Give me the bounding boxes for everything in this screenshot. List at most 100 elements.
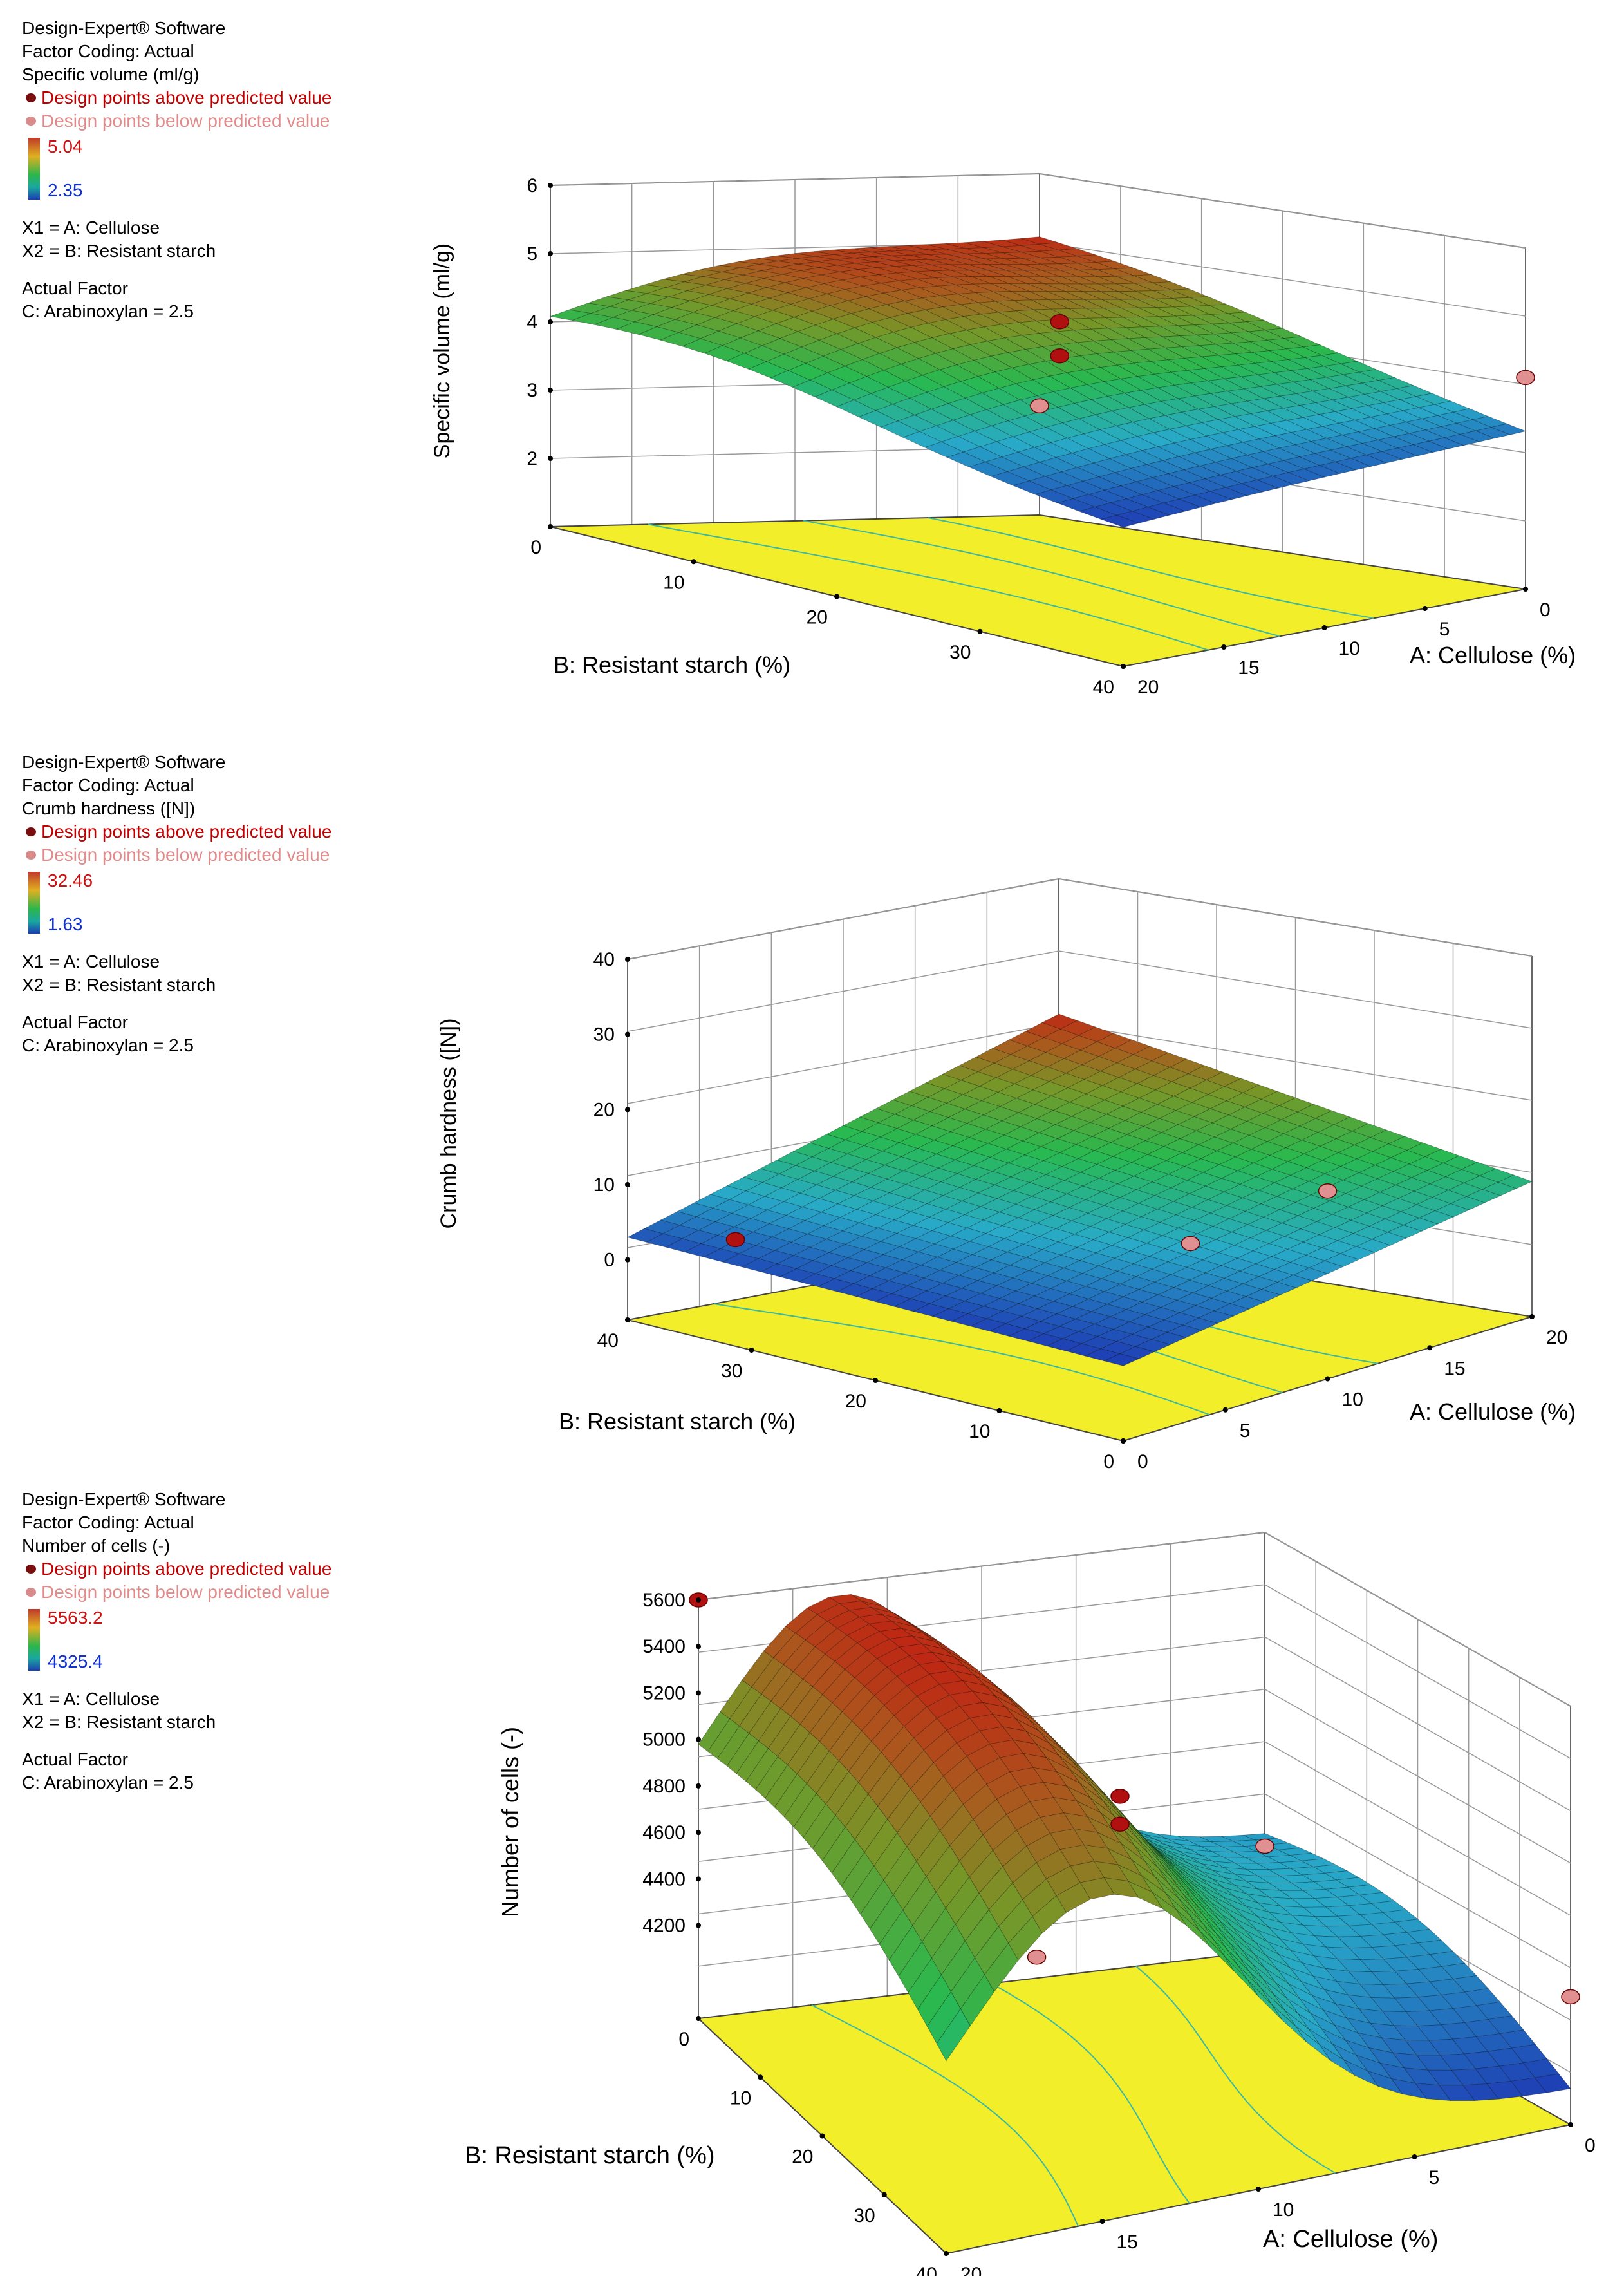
z-tick-mark — [548, 456, 553, 461]
z-tick-mark — [625, 1182, 630, 1187]
z-tick-label: 0 — [604, 1250, 615, 1271]
z-tick-label: 6 — [527, 175, 537, 196]
y-tick-label: 10 — [730, 2087, 751, 2109]
design-point-above — [1110, 1789, 1130, 1804]
surface-facet — [1147, 502, 1186, 516]
z-tick-mark — [625, 1031, 630, 1037]
y-tick-label: 30 — [949, 642, 971, 663]
x-tick-label: 0 — [1540, 599, 1551, 621]
design-point-above — [1110, 1816, 1130, 1832]
actual-factor: C: Arabinoxylan = 2.5 — [22, 1035, 194, 1055]
design-point-above — [725, 1232, 745, 1248]
dot-above-icon — [26, 827, 36, 836]
y-tick-label: 30 — [854, 2205, 875, 2226]
floor-contour-line — [713, 1303, 1210, 1416]
surface-facet — [1100, 514, 1140, 528]
floor-contour-line — [648, 523, 1209, 651]
design-point-below — [1318, 1183, 1338, 1199]
z-tick-label: 4800 — [642, 1776, 686, 1797]
z-tick-mark — [696, 1644, 701, 1650]
z-tick-label: 5400 — [642, 1636, 686, 1657]
legend-entry-below: Design points below predicted value — [22, 1581, 331, 1604]
surface-facet — [1287, 468, 1325, 482]
y-tick-label: 10 — [663, 572, 684, 593]
surface-facet — [1350, 455, 1388, 467]
z-tick-label: 4400 — [642, 1868, 686, 1890]
z-tick-mark — [696, 1690, 701, 1696]
z-tick-label: 5 — [527, 243, 537, 265]
z-tick-label: 2 — [527, 448, 537, 469]
x-tick-label: 20 — [1546, 1327, 1567, 1348]
chart-panel-number-of-cells: Design-Expert® Software Factor Coding: A… — [0, 1471, 1624, 2276]
z-axis-label: Number of cells (-) — [497, 1727, 523, 1917]
x-tick-label: 0 — [1137, 1451, 1148, 1472]
z-tick-mark — [696, 1597, 701, 1603]
x-tick-mark — [1422, 606, 1428, 611]
surface-facet — [1103, 1877, 1139, 1898]
surface-facet — [1318, 461, 1356, 474]
z-tick-mark — [625, 1257, 630, 1263]
chart-panel-specific-volume: Design-Expert® Software Factor Coding: A… — [0, 0, 1624, 740]
actual-factor-header: Actual Factor — [22, 1749, 128, 1769]
surface-facet — [1056, 1882, 1091, 1913]
design-point-below — [1030, 398, 1049, 414]
surface-facet — [1319, 2044, 1355, 2076]
surface-facet — [1182, 1317, 1218, 1331]
x-tick-mark — [1321, 625, 1327, 630]
wall-gridline — [550, 173, 1526, 249]
x-tick-mark — [1325, 1376, 1330, 1382]
x-tick-label: 20 — [1137, 677, 1159, 698]
surface-facet — [1466, 1189, 1502, 1203]
x-tick-label: 0 — [1585, 2135, 1596, 2156]
x-tick-label: 5 — [1439, 619, 1450, 640]
z-axis-label: Crumb hardness ([N]) — [436, 1019, 461, 1229]
y-axis-label: B: Resistant starch (%) — [465, 2142, 715, 2169]
surface-facet — [1271, 2004, 1307, 2042]
z-tick-label: 10 — [593, 1174, 615, 1196]
floor-contour-line — [811, 2004, 1079, 2227]
legend-entry-below: Design points below predicted value — [22, 109, 331, 133]
z-tick-mark — [548, 251, 553, 256]
y-tick-mark — [548, 524, 553, 529]
surface-facet — [1260, 1282, 1297, 1295]
z-tick-mark — [548, 388, 553, 393]
dot-above-icon — [26, 1565, 36, 1574]
z-tick-mark — [696, 1830, 701, 1836]
z-tick-label: 3 — [527, 380, 537, 401]
y-tick-mark — [996, 1408, 1002, 1413]
dot-above-icon — [26, 93, 36, 102]
color-scale-bar — [28, 1609, 40, 1671]
x-tick-mark — [1222, 1407, 1228, 1413]
floor-contour-line — [1135, 1966, 1336, 2174]
x-tick-label: 15 — [1117, 2232, 1138, 2253]
surface-facet — [1166, 1324, 1203, 1338]
z-tick-mark — [696, 1923, 701, 1928]
surface-plot: 4200440046004800500052005400560001020304… — [465, 1531, 1596, 2276]
y-tick-mark — [819, 2133, 825, 2139]
x-axis-label: A: Cellulose (%) — [1263, 2226, 1438, 2253]
x-tick-mark — [1427, 1345, 1433, 1351]
z-tick-label: 5000 — [642, 1729, 686, 1751]
surface-facet — [1481, 1181, 1517, 1196]
y-tick-label: 0 — [1103, 1451, 1114, 1472]
y-tick-label: 40 — [1093, 677, 1114, 698]
z-tick-mark — [548, 319, 553, 324]
x-tick-label: 15 — [1444, 1358, 1465, 1379]
color-scale: 5563.2 4325.4 — [22, 1606, 331, 1673]
z-tick-mark — [696, 1736, 701, 1742]
surface-facet — [1459, 430, 1496, 442]
chart-panel-crumb-hardness: Design-Expert® Software Factor Coding: A… — [0, 734, 1624, 1474]
surface-facet — [1490, 423, 1527, 435]
y-axis-label: B: Resistant starch (%) — [554, 652, 790, 678]
chart-info-block: Design-Expert® Software Factor Coding: A… — [22, 17, 331, 323]
color-scale: 5.04 2.35 — [22, 135, 331, 202]
y-tick-mark — [696, 2016, 701, 2021]
response-name: Specific volume (ml/g) — [22, 64, 200, 84]
surface-facet — [1414, 2083, 1451, 2102]
wall-gridline — [627, 878, 1533, 960]
x-tick-mark — [1099, 2219, 1105, 2224]
y-tick-label: 20 — [845, 1391, 866, 1412]
design-point-below — [1561, 1989, 1580, 2005]
x1-definition: X1 = A: Cellulose — [22, 1689, 160, 1709]
y-tick-mark — [691, 559, 696, 565]
